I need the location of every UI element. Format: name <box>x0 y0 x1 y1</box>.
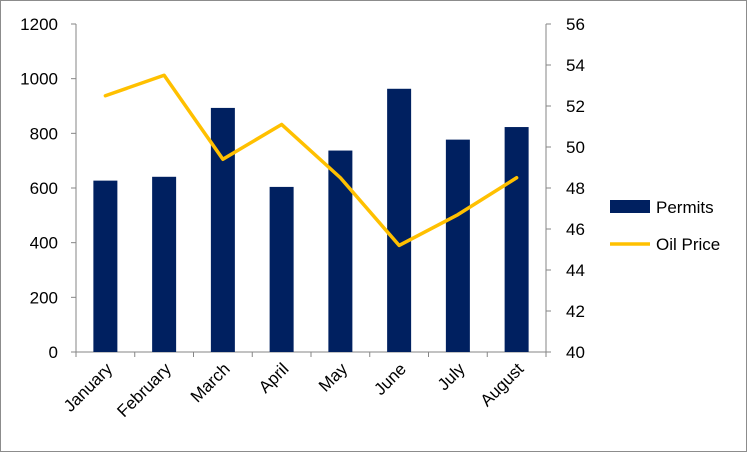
oil-price-line-layer <box>103 73 519 248</box>
left-tick-label: 1000 <box>20 70 58 89</box>
x-label-march: March <box>187 359 234 406</box>
right-tick-label: 52 <box>566 97 585 116</box>
x-label-may: May <box>315 359 351 395</box>
bar-permits-april <box>269 186 294 352</box>
left-tick-label: 0 <box>49 343 58 362</box>
left-tick-label: 800 <box>30 124 58 143</box>
right-tick-label: 44 <box>566 261 585 280</box>
x-label-january: January <box>60 359 117 416</box>
right-tick-label: 42 <box>566 302 585 321</box>
legend-label-oil-price: Oil Price <box>656 235 720 254</box>
bar-permits-january <box>93 180 118 352</box>
right-tick-label: 56 <box>566 15 585 34</box>
x-label-july: July <box>434 359 469 394</box>
left-tick-label: 600 <box>30 179 58 198</box>
axis-lines <box>71 23 551 357</box>
left-axis-labels: 0 200 400 600 800 1000 1200 <box>20 15 58 362</box>
bar-permits-june <box>387 88 412 352</box>
right-tick-label: 50 <box>566 138 585 157</box>
right-tick-label: 46 <box>566 220 585 239</box>
legend: Permits Oil Price <box>610 198 720 254</box>
bar-permits-february <box>152 176 177 352</box>
oil-price-line <box>103 73 519 248</box>
legend-swatch-permits <box>610 200 650 213</box>
bar-permits-july <box>445 139 470 352</box>
right-tick-label: 48 <box>566 179 585 198</box>
x-label-august: August <box>477 359 528 410</box>
x-label-february: February <box>113 359 175 421</box>
permits-bars <box>93 88 529 353</box>
left-tick-label: 400 <box>30 234 58 253</box>
left-tick-label: 200 <box>30 288 58 307</box>
bar-permits-august <box>504 127 529 353</box>
legend-label-permits: Permits <box>656 198 714 217</box>
bar-permits-may <box>328 150 353 352</box>
x-label-june: June <box>370 359 410 399</box>
right-tick-label: 40 <box>566 343 585 362</box>
x-label-april: April <box>255 359 292 396</box>
right-axis-labels: 40 42 44 46 48 50 52 54 56 <box>566 15 585 362</box>
right-tick-label: 54 <box>566 56 585 75</box>
left-tick-label: 1200 <box>20 15 58 34</box>
